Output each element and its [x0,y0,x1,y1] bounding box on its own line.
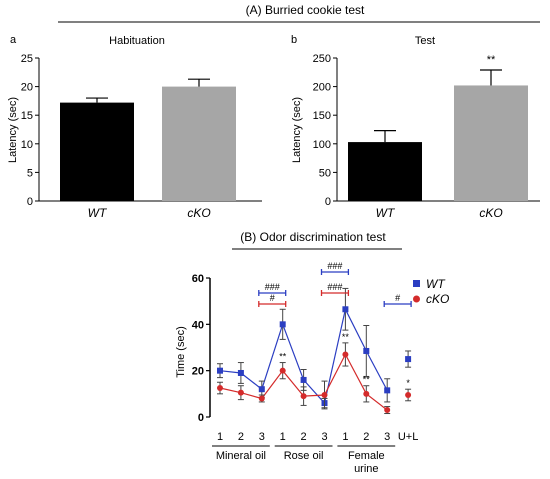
x-tick-label: 3 [259,431,265,443]
panel-a-ylabel: Latency (sec) [7,97,19,163]
bracket-label: ### [327,261,342,271]
significance-label: * [406,378,410,388]
data-point-cko [363,390,370,397]
bar-cko [454,85,528,201]
bracket-label: ### [327,282,342,292]
y-tick-label: 0 [325,196,331,208]
y-tick-label: 60 [192,273,204,285]
y-tick-label: 0 [198,412,204,424]
significance-label: ** [342,332,350,342]
significance-label: ** [363,375,371,385]
data-point-wt [217,367,223,374]
y-tick-label: 25 [21,53,33,65]
y-tick-label: 20 [21,82,33,94]
bar-wt [60,102,134,201]
data-point-cko [237,389,244,396]
y-tick-label: 5 [27,167,33,179]
data-point-cko [342,351,349,358]
data-point-wt [363,347,370,354]
data-point-wt [405,356,412,363]
x-tick-label: WT [376,206,396,220]
y-tick-label: 20 [192,366,204,378]
significance-label: ** [487,54,496,66]
x-tick-label: cKO [187,206,210,220]
panel-b-ylabel: Latency (sec) [291,97,303,163]
data-point-cko [405,391,412,398]
legend-marker-wt [413,280,420,287]
bar-cko [162,86,236,201]
x-tick-label: 2 [363,431,369,443]
y-tick-label: 50 [319,167,331,179]
data-point-wt [342,306,349,313]
panel-b-chart: b Test Latency (sec) 0 50 100 150 200 250 WT cK… [291,34,540,220]
y-tick-label: 40 [192,319,204,331]
y-tick-label: 150 [313,110,331,122]
x-tick-label: 1 [217,431,223,443]
data-point-wt [384,387,391,394]
panel-b-letter: b [291,34,297,46]
x-tick-label: 3 [321,431,327,443]
data-point-wt [300,376,307,383]
data-point-wt [258,386,265,393]
panel-b-title: Test [415,35,435,47]
data-point-cko [217,385,223,392]
significance-label: ** [279,352,287,362]
x-tick-label: 2 [238,431,244,443]
data-point-cko [258,395,265,402]
x-tick-label: 2 [301,431,307,443]
bracket-label: # [395,293,400,303]
section-b-title: (B) Odor discrimination test [240,230,386,244]
data-point-cko [300,393,307,400]
legend-label-wt: WT [426,277,446,291]
y-tick-label: 250 [313,53,331,65]
x-tick-label: 3 [384,431,390,443]
group-label: Rose oil [284,450,324,462]
x-tick-label: 1 [342,431,348,443]
legend-marker-cko [413,295,420,303]
bar-wt [348,142,422,201]
y-tick-label: 100 [313,139,331,151]
bracket-label: ### [265,282,280,292]
data-point-wt [237,369,244,376]
x-tick-label: 1 [280,431,286,443]
group-label: Mineral oil [216,450,266,462]
group-label: Female urine [348,450,385,475]
y-tick-label: 200 [313,82,331,94]
legend-label-cko: cKO [426,292,449,306]
odor-chart: Time (sec) 0 20 40 60 1 2 3 1 2 3 1 2 3 U+L Mineral oi… [175,261,449,475]
section-a-title: (A) Burried cookie test [246,3,365,17]
x-tick-label: U+L [398,431,419,443]
y-tick-label: 15 [21,110,33,122]
y-tick-label: 10 [21,139,33,151]
odor-ylabel: Time (sec) [175,326,187,378]
x-tick-label: cKO [479,206,502,220]
data-point-cko [321,391,328,398]
panel-a-title: Habituation [109,35,165,47]
x-tick-label: WT [88,206,108,220]
data-point-wt [279,321,286,328]
y-tick-label: 0 [27,196,33,208]
data-point-cko [384,407,391,414]
bracket-label: # [270,293,275,303]
data-point-cko [279,367,286,374]
panel-a-chart: a Habituation Latency (sec) 0 5 10 15 20 25 WT… [7,34,262,220]
panel-a-letter: a [10,34,17,46]
